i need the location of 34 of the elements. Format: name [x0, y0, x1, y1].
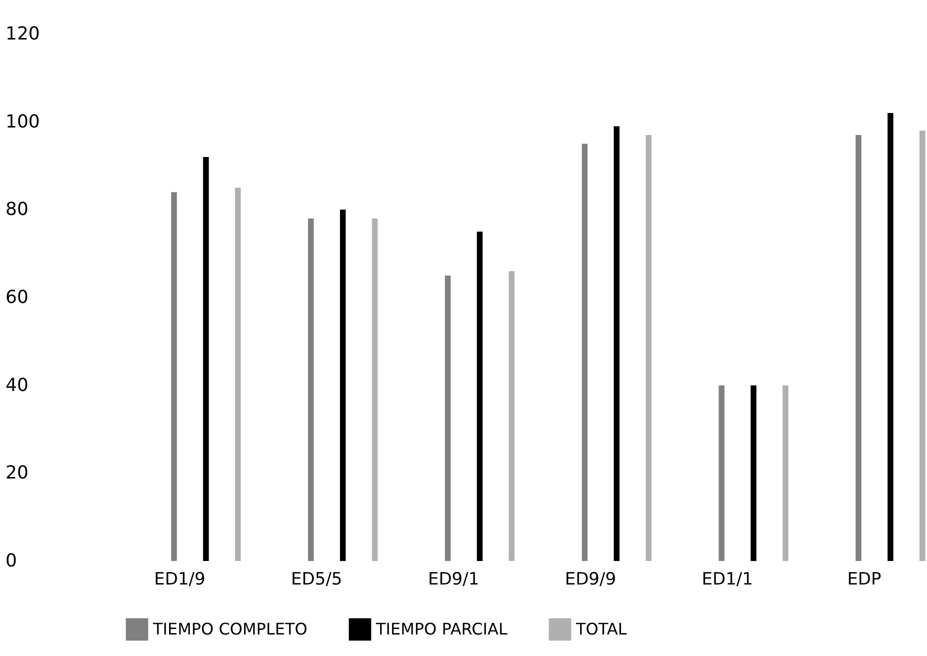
x-tick-label: ED5/5: [291, 570, 342, 590]
legend-label: TIEMPO PARCIAL: [375, 619, 508, 638]
y-tick-label: 100: [6, 111, 40, 132]
bar: [340, 210, 346, 561]
x-tick-label: ED9/1: [428, 570, 480, 590]
y-tick-label: 80: [6, 199, 28, 220]
bar: [308, 218, 314, 561]
x-tick-label: EDP: [847, 570, 882, 590]
bar: [508, 271, 515, 561]
bar: [203, 156, 209, 561]
x-tick-label: ED9/9: [564, 570, 616, 590]
bar: [920, 130, 926, 561]
bar: [582, 144, 588, 561]
bar: [614, 126, 620, 561]
bar: [646, 135, 652, 561]
bar: [444, 276, 451, 561]
y-tick-label: 60: [6, 287, 28, 308]
bar: [372, 218, 378, 561]
x-tick-label: ED1/1: [702, 570, 753, 590]
bar: [718, 385, 724, 561]
bar: [476, 232, 483, 561]
bar: [750, 385, 756, 561]
legend-label: TIEMPO COMPLETO: [152, 619, 308, 638]
bar: [235, 188, 241, 561]
bar: [171, 192, 177, 561]
y-tick-label: 120: [6, 24, 40, 44]
legend-label: TOTAL: [575, 619, 627, 638]
y-tick-label: 40: [6, 374, 28, 396]
bar: [856, 135, 862, 561]
y-tick-label: 0: [6, 550, 17, 572]
bar: [782, 385, 788, 561]
x-tick-label: ED1/9: [154, 570, 206, 590]
y-tick-label: 20: [6, 462, 28, 484]
bar: [888, 113, 894, 561]
